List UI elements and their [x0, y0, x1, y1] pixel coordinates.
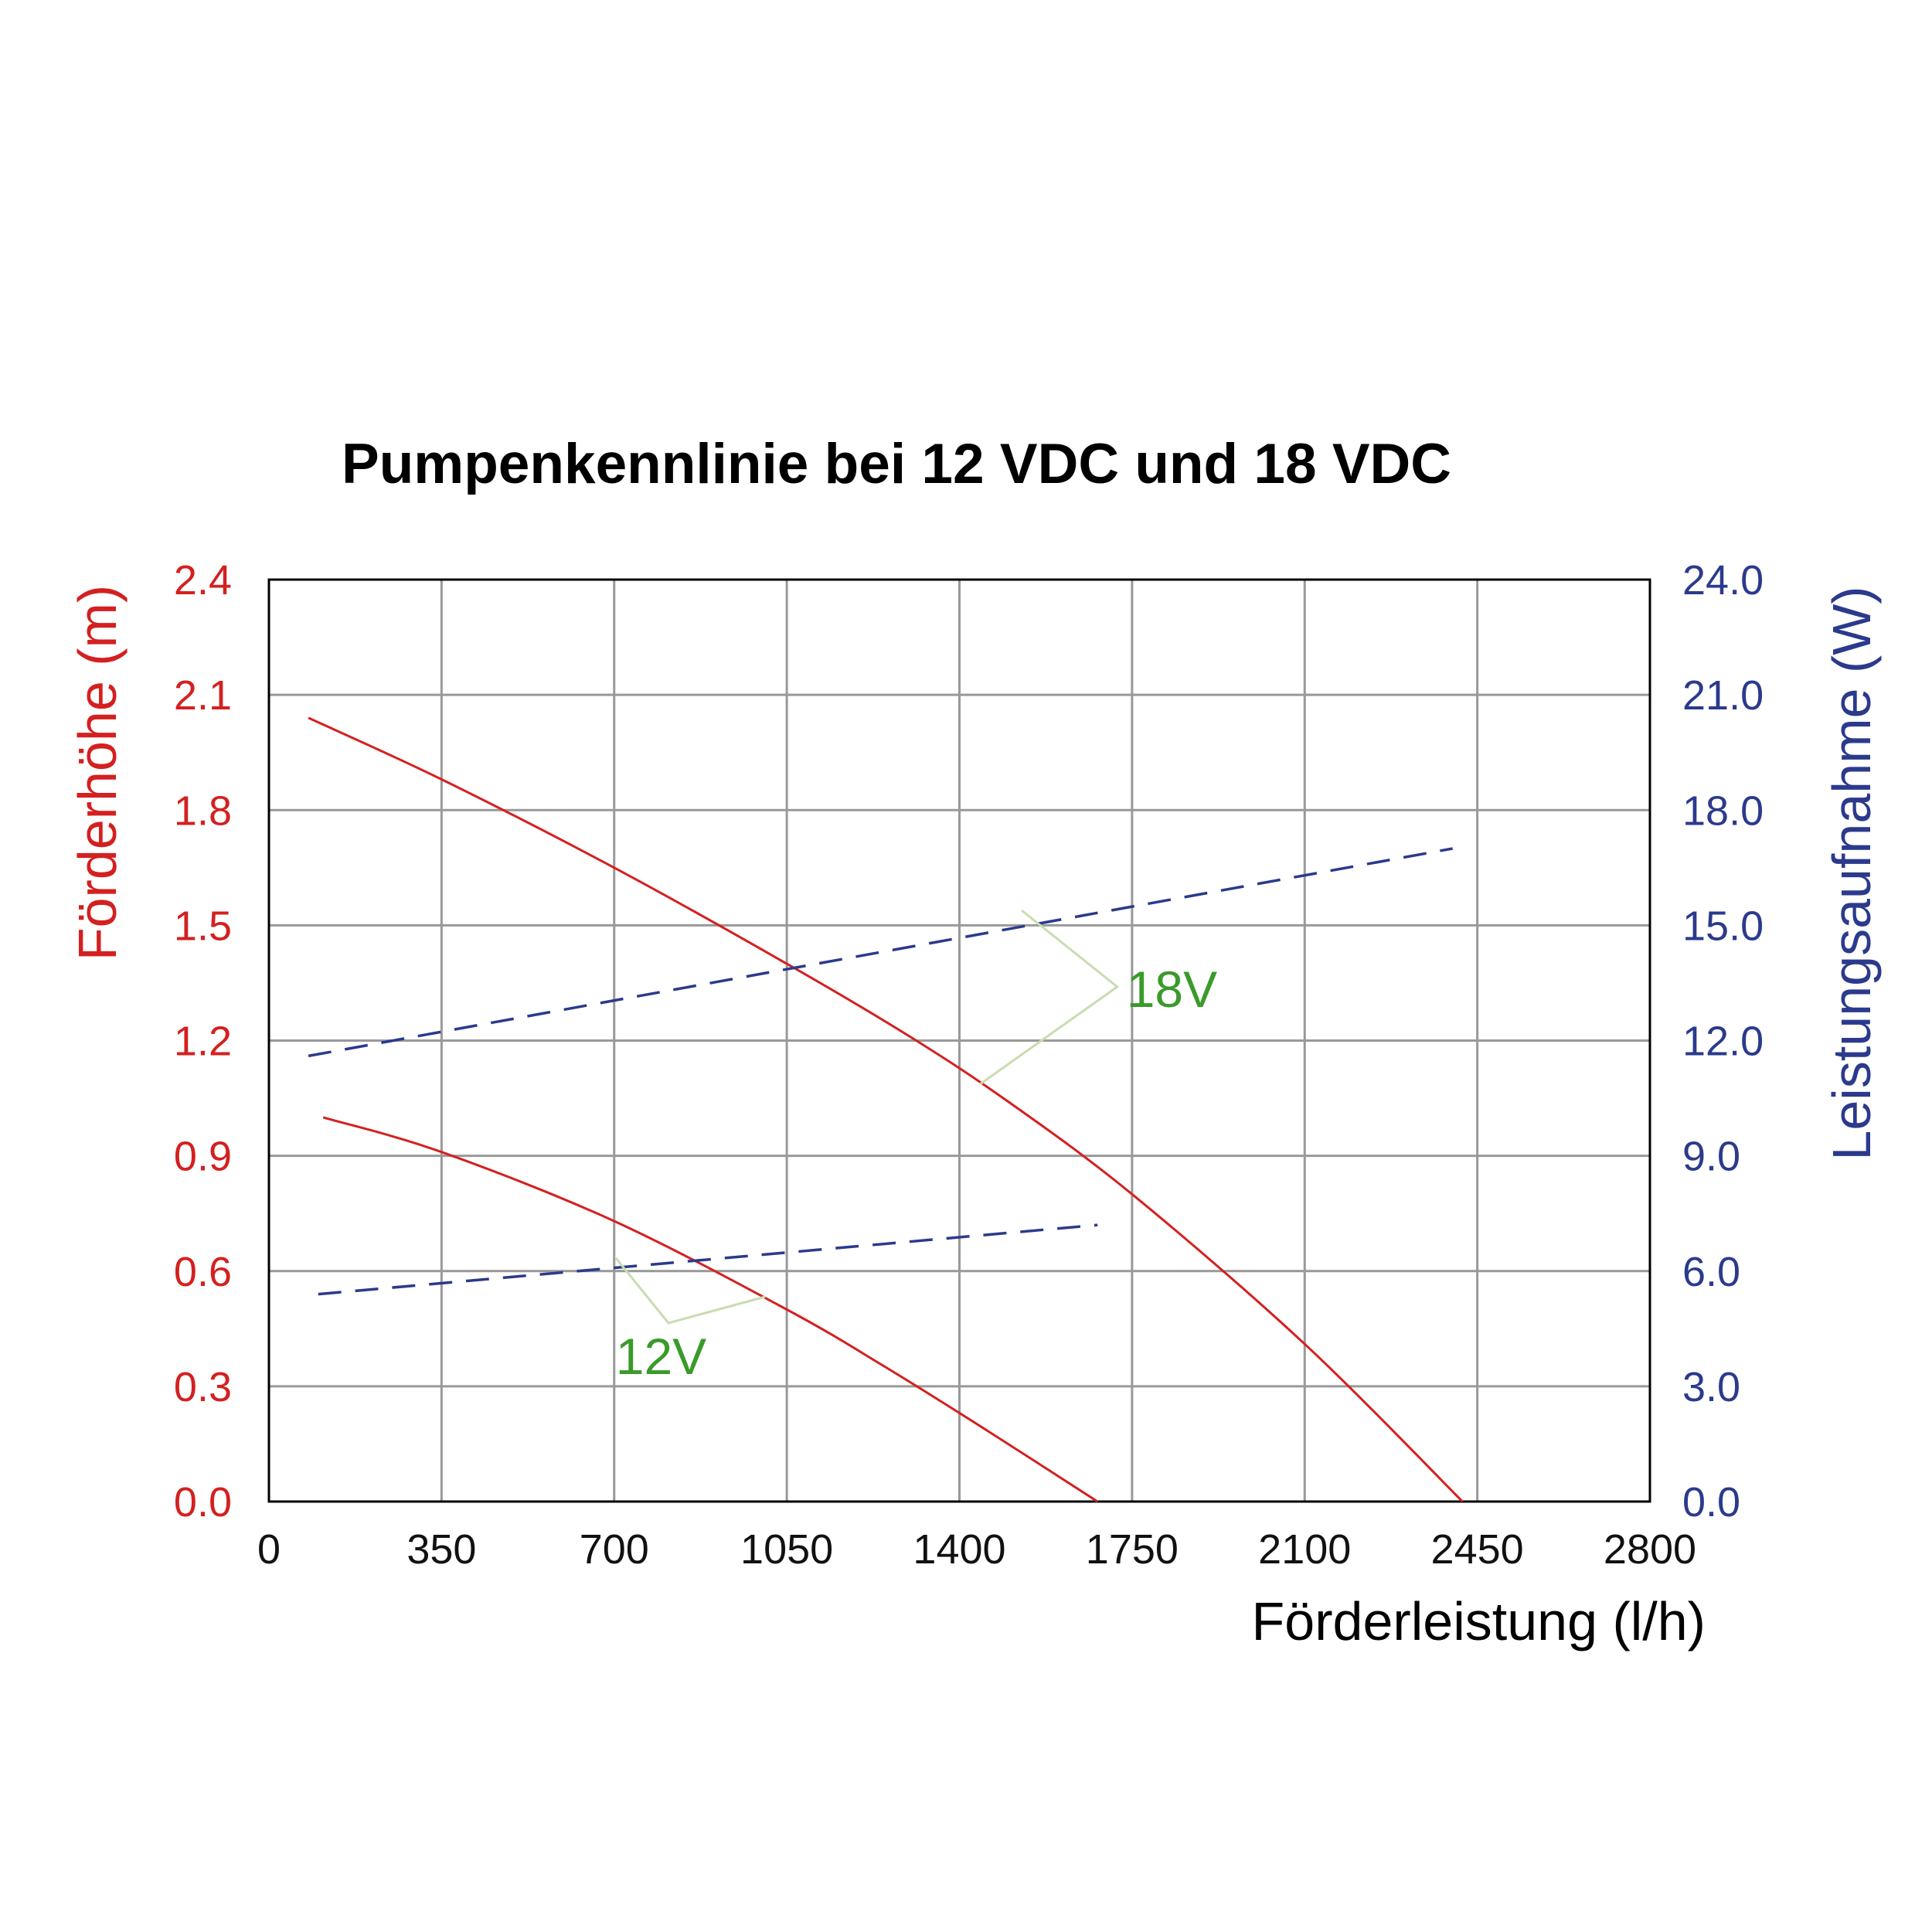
head-curve-1 [322, 1116, 1099, 1503]
y-left-tick-label: 1.5 [174, 903, 232, 949]
y-right-tick-label: 18.0 [1682, 787, 1764, 834]
y-right-tick-label: 9.0 [1682, 1134, 1740, 1180]
x-tick-label: 700 [580, 1526, 649, 1573]
x-tick-label: 2800 [1604, 1526, 1696, 1573]
annotation-12v: 12V [616, 1328, 706, 1385]
head-curve-0 [308, 716, 1464, 1503]
annotation-layer: 18V 12V [614, 909, 1217, 1385]
y-left-tick-label: 1.8 [174, 787, 232, 834]
y-left-tick-label: 0.6 [174, 1249, 232, 1295]
y-left-tick-label: 2.4 [174, 557, 232, 604]
x-axis-label: Förderleistung (l/h) [1252, 1591, 1706, 1651]
y-axis-right-label: Leistungsaufnahme (W) [1821, 586, 1882, 1160]
annotation-18v: 18V [1127, 961, 1217, 1018]
x-tick-label: 2100 [1258, 1526, 1351, 1573]
y-right-tick-label: 0.0 [1682, 1479, 1740, 1526]
y-left-tick-label: 0.0 [174, 1479, 232, 1526]
power-curve-2 [308, 847, 1454, 1058]
x-tick-label: 350 [406, 1526, 476, 1573]
y-axis-left-label: Förderhöhe (m) [67, 585, 128, 961]
grid-layer [269, 580, 1650, 1502]
y-right-tick-label: 24.0 [1682, 557, 1764, 604]
leader-line-12v [614, 1257, 766, 1325]
x-tick-label: 0 [257, 1526, 281, 1573]
series-layer [308, 716, 1464, 1503]
y-right-tick-label: 6.0 [1682, 1249, 1740, 1295]
plot-frame [267, 578, 1651, 1503]
x-tick-label: 2450 [1431, 1526, 1524, 1573]
y-left-tick-label: 2.1 [174, 672, 232, 719]
y-right-tick-label: 12.0 [1682, 1019, 1764, 1065]
x-tick-label: 1050 [740, 1526, 833, 1573]
y-left-tick-label: 1.2 [174, 1019, 232, 1065]
leader-line-18v [979, 909, 1120, 1086]
y-right-tick-label: 21.0 [1682, 672, 1764, 719]
y-left-tick-label: 0.3 [174, 1364, 232, 1410]
y-right-tick-label: 3.0 [1682, 1364, 1740, 1410]
chart-title: Pumpenkennlinie bei 12 VDC und 18 VDC [342, 433, 1451, 495]
power-curve-3 [318, 1223, 1098, 1296]
x-tick-label: 1400 [913, 1526, 1005, 1573]
y-left-tick-label: 0.9 [174, 1134, 232, 1180]
x-tick-label: 1750 [1086, 1526, 1179, 1573]
tick-layer: 0 350 700 1050 1400 1750 2100 2450 28000.00.30.6… [174, 557, 1764, 1573]
y-right-tick-label: 15.0 [1682, 903, 1764, 949]
